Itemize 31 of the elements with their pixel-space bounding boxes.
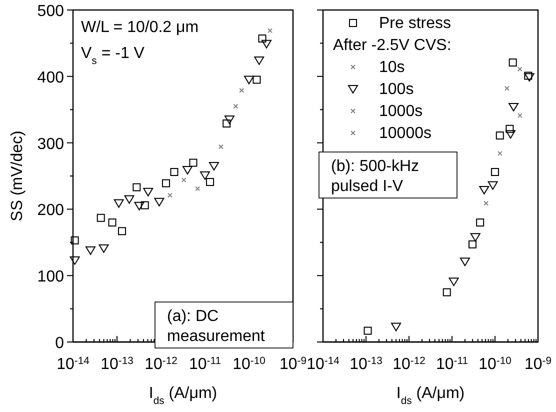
- legend-title: After -2.5V CVS:: [333, 37, 452, 54]
- y-axis-title: SS (mV/dec): [9, 130, 26, 222]
- x-tick-label: 10$^{-14}$: [306, 356, 340, 373]
- x-tick-label: 10$^{-12}$: [144, 356, 178, 373]
- x-tick-label: 10$^{-13}$: [100, 356, 134, 373]
- annotation: (a): DC measurement: [167, 308, 266, 345]
- y-tick-label: 500: [37, 3, 64, 20]
- y-tick-label: 0: [55, 335, 64, 352]
- x-tick-label: 10$^{-10}$: [232, 356, 266, 373]
- x-axis-title: I$_{ds}$ (A/μm): [396, 385, 465, 406]
- annotation: V$_{s}$ = -1 V: [81, 45, 145, 66]
- y-tick-label: 400: [37, 69, 64, 86]
- annotation: W/L = 10/0.2 μm: [81, 19, 199, 36]
- x-tick-label: 10$^{-11}$: [188, 356, 222, 373]
- y-tick-label: 300: [37, 136, 64, 153]
- legend-label: 10000s: [379, 125, 432, 142]
- x-tick-label: 10$^{-9}$: [524, 356, 552, 373]
- x-tick-label: 10$^{-10}$: [478, 356, 512, 373]
- x-tick-label: 10$^{-9}$: [279, 356, 307, 373]
- legend-label: Pre stress: [379, 15, 452, 32]
- x-tick-label: 10$^{-12}$: [392, 356, 426, 373]
- legend-label: 100s: [379, 81, 414, 98]
- y-tick-label: 200: [37, 202, 64, 220]
- x-tick-label: 10$^{-13}$: [350, 356, 383, 373]
- x-tick-label: 10$^{-11}$: [436, 356, 468, 373]
- y-tick-label: 100: [37, 268, 64, 286]
- x-axis-title: I$_{ds}$ (A/μm): [148, 385, 218, 406]
- x-tick-label: 10$^{-14}$: [56, 356, 90, 373]
- legend-label: 1000s: [379, 103, 423, 120]
- legend-label: 10s: [379, 59, 405, 76]
- annotation: (b): 500-kHz pulsed I-V: [331, 158, 420, 195]
